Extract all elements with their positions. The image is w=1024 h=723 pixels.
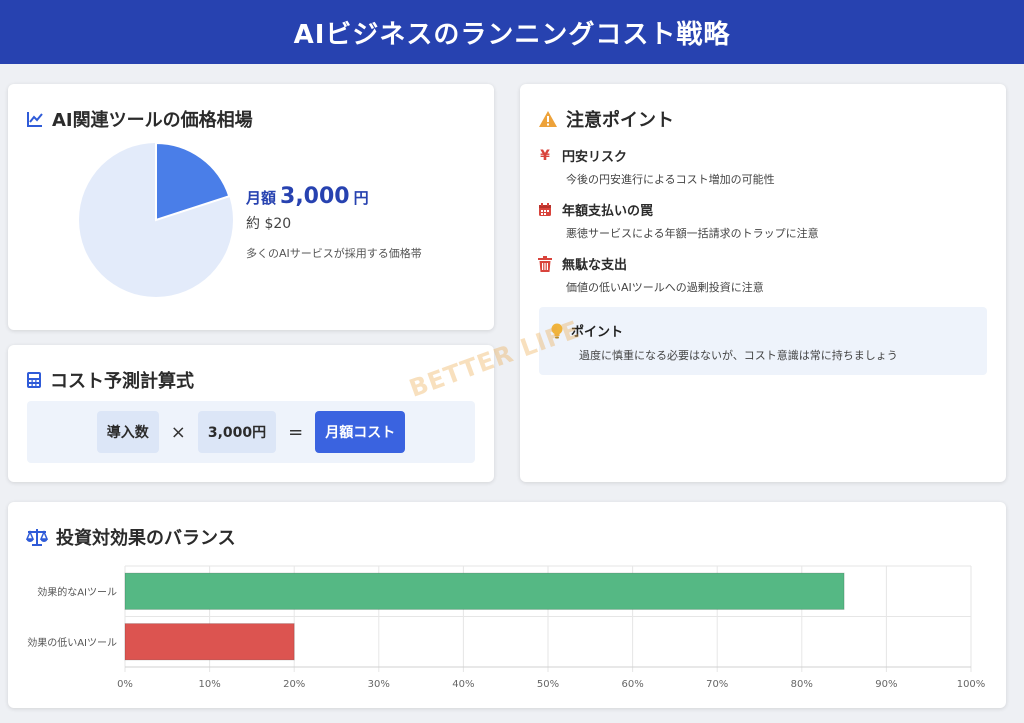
price-usd: 約 $20	[246, 216, 292, 232]
cost-formula-title: コスト予測計算式	[50, 371, 194, 392]
warning-icon	[538, 110, 558, 128]
caution-item-desc: 悪徳サービスによる年額一括請求のトラップに注意	[566, 227, 819, 240]
caution-item-title: 無駄な支出	[562, 258, 628, 273]
caution-card: 注意ポイント ¥ 円安リスク 今後の円安進行によるコスト増加の可能性 年額支払い…	[520, 84, 1006, 482]
x-tick-label: 10%	[198, 679, 220, 690]
price-range-title-row: AI関連ツールの価格相場	[26, 106, 253, 132]
price-pie-chart	[78, 141, 234, 298]
x-tick-label: 80%	[791, 679, 813, 690]
cost-formula-card: コスト予測計算式 導入数 × 3,000円 = 月額コスト	[8, 345, 494, 482]
bar	[124, 623, 295, 661]
x-tick-label: 40%	[452, 679, 474, 690]
formula-term-count: 導入数	[96, 411, 159, 453]
caution-item-title: 年額支払いの罠	[562, 204, 654, 219]
page-title: AIビジネスのランニングコスト戦略	[293, 19, 731, 50]
caution-item-desc: 今後の円安進行によるコスト増加の可能性	[566, 173, 775, 186]
caution-title-row: 注意ポイント	[538, 106, 674, 132]
x-tick-label: 90%	[875, 679, 897, 690]
x-tick-label: 50%	[537, 679, 559, 690]
price-range-title: AI関連ツールの価格相場	[52, 110, 253, 131]
lightbulb-icon	[551, 323, 563, 339]
x-tick-label: 60%	[621, 679, 643, 690]
calculator-icon	[26, 371, 42, 389]
x-tick-label: 100%	[957, 679, 986, 690]
roi-balance-card: 投資対効果のバランス 0% 10% 20% 30% 40% 50% 60% 70% 80% 90%…	[8, 502, 1006, 708]
pie-slice-price	[155, 141, 231, 222]
point-desc: 過度に慎重になる必要はないが、コスト意識は常に持ちましょう	[579, 349, 898, 362]
roi-balance-title: 投資対効果のバランス	[56, 528, 236, 549]
point-title: ポイント	[571, 325, 624, 340]
price-range-card: AI関連ツールの価格相場 月額 3,000 円 約 $20 多くのAIサービスが…	[8, 84, 494, 330]
caution-item-desc: 価値の低いAIツールへの過剰投資に注意	[566, 281, 764, 294]
formula-equals: =	[288, 421, 304, 443]
formula-term-price: 3,000円	[197, 411, 277, 453]
caution-item-title: 円安リスク	[562, 150, 628, 165]
scale-balance-icon	[26, 528, 48, 546]
y-category-label: 効果的なAIツール	[37, 585, 117, 598]
price-prefix: 月額	[246, 189, 277, 207]
x-tick-label: 30%	[368, 679, 390, 690]
x-tick-label: 0%	[117, 679, 133, 690]
cost-formula-title-row: コスト予測計算式	[26, 367, 194, 393]
page-header: AIビジネスのランニングコスト戦略	[0, 0, 1024, 64]
formula-result: 月額コスト	[315, 411, 406, 453]
x-tick-label: 20%	[283, 679, 305, 690]
x-tick-label: 70%	[706, 679, 728, 690]
roi-bar-chart: 0% 10% 20% 30% 40% 50% 60% 70% 80% 90% 100% 効果的なAIツ…	[27, 565, 986, 690]
price-value: 3,000	[280, 184, 350, 209]
trash-icon	[538, 255, 552, 272]
price-block: 月額 3,000 円 約 $20 多くのAIサービスが採用する価格帯	[246, 184, 422, 261]
y-category-label: 効果の低いAIツール	[27, 636, 117, 649]
caution-item-annual: 年額支払いの罠 悪徳サービスによる年額一括請求のトラップに注意	[538, 200, 819, 241]
price-note: 多くのAIサービスが採用する価格帯	[246, 247, 422, 260]
bar	[124, 572, 845, 610]
formula-row: 導入数 × 3,000円 = 月額コスト	[27, 401, 475, 463]
line-chart-icon	[26, 110, 44, 128]
roi-balance-title-row: 投資対効果のバランス	[26, 524, 236, 550]
formula-times: ×	[170, 421, 186, 443]
monthly-price: 月額 3,000 円	[246, 184, 422, 209]
calendar-icon	[538, 202, 552, 217]
caution-title: 注意ポイント	[566, 110, 674, 131]
price-unit: 円	[353, 189, 369, 207]
caution-item-yen: ¥ 円安リスク 今後の円安進行によるコスト増加の可能性	[538, 146, 775, 187]
caution-item-waste: 無駄な支出 価値の低いAIツールへの過剰投資に注意	[538, 254, 764, 295]
point-box: ポイント 過度に慎重になる必要はないが、コスト意識は常に持ちましょう	[539, 307, 987, 375]
yen-icon: ¥	[540, 147, 550, 164]
